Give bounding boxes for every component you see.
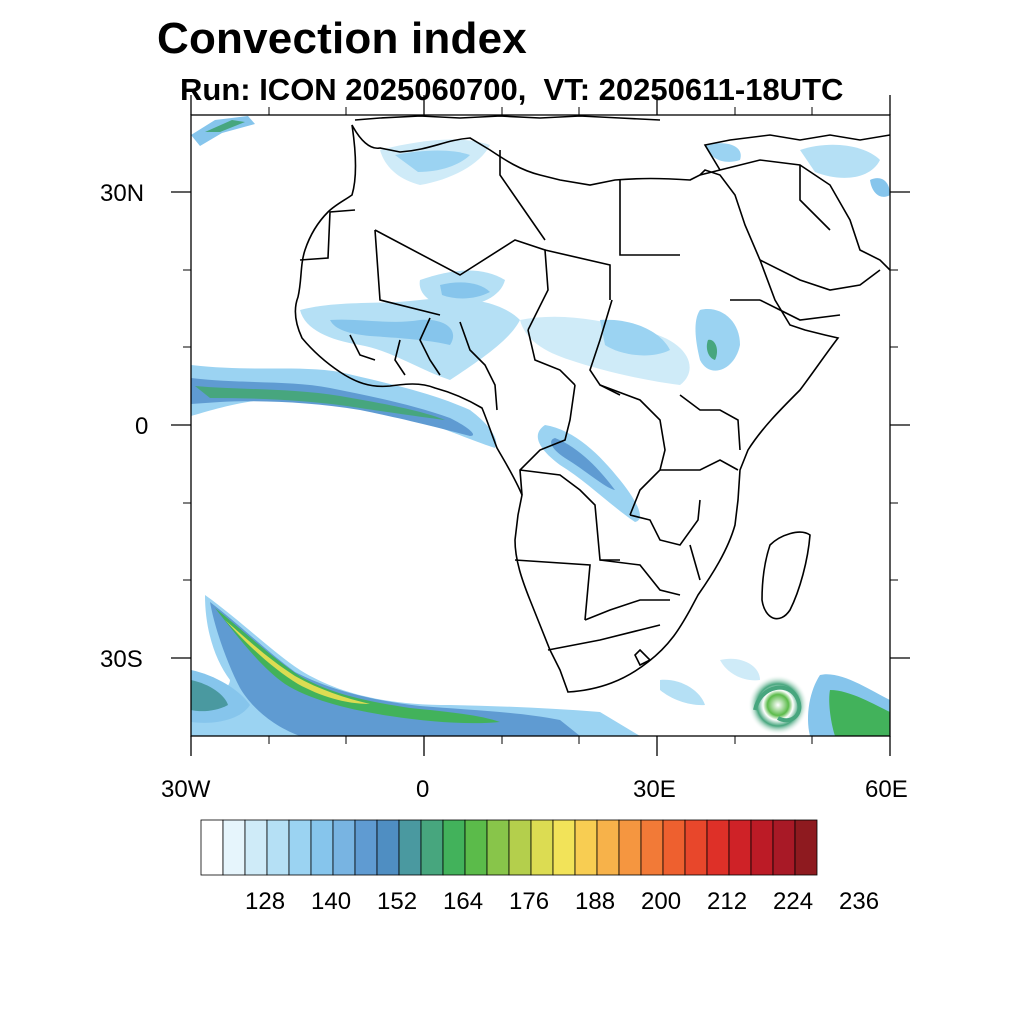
- colorbar-swatch: [376, 819, 400, 876]
- colorbar-swatch: [728, 819, 752, 876]
- colorbar-swatch: [222, 819, 246, 876]
- colorbar-swatch: [794, 819, 818, 876]
- colorbar-swatch: [662, 819, 686, 876]
- colorbar-swatch: [596, 819, 620, 876]
- colorbar-swatch: [464, 819, 488, 876]
- colorbar-swatch: [706, 819, 730, 876]
- colorbar: [200, 819, 818, 876]
- colorbar-tick-label: 140: [311, 888, 352, 915]
- colorbar-swatch: [420, 819, 444, 876]
- colorbar-tick-label: 200: [641, 888, 682, 915]
- axis-ticks: [171, 95, 910, 756]
- x-tick-label: 0: [416, 776, 430, 803]
- colorbar-swatch: [398, 819, 422, 876]
- y-tick-label: 0: [135, 413, 149, 440]
- colorbar-tick-label: 188: [575, 888, 616, 915]
- colorbar-tick-label: 224: [773, 888, 814, 915]
- map-title: Convection index: [157, 14, 527, 63]
- colorbar-swatch: [508, 819, 532, 876]
- colorbar-swatch: [684, 819, 708, 876]
- colorbar-swatch: [552, 819, 576, 876]
- x-tick-label: 60E: [865, 776, 908, 803]
- colorbar-tick-label: 164: [443, 888, 484, 915]
- plot-frame: [190, 114, 891, 737]
- colorbar-swatch: [310, 819, 334, 876]
- x-tick-label: 30W: [161, 776, 211, 803]
- map-subtitle: Run: ICON 2025060700, VT: 20250611-18UTC: [180, 72, 844, 107]
- colorbar-swatch: [442, 819, 466, 876]
- convection-field: [191, 116, 890, 736]
- y-tick-label: 30S: [100, 646, 143, 673]
- y-tick-label: 30N: [100, 180, 145, 207]
- colorbar-tick-label: 152: [377, 888, 418, 915]
- x-tick-label: 30E: [633, 776, 676, 803]
- colorbar-swatch: [266, 819, 290, 876]
- coastline-and-borders: [294, 115, 890, 693]
- colorbar-swatch: [332, 819, 356, 876]
- axis-minor-ticks: [183, 107, 898, 744]
- colorbar-swatch: [530, 819, 554, 876]
- colorbar-tick-label: 128: [245, 888, 286, 915]
- colorbar-tick-label: 236: [839, 888, 880, 915]
- colorbar-swatch: [750, 819, 774, 876]
- colorbar-tick-label: 176: [509, 888, 550, 915]
- colorbar-swatch: [288, 819, 312, 876]
- colorbar-swatch: [486, 819, 510, 876]
- colorbar-swatch: [640, 819, 664, 876]
- colorbar-swatch: [354, 819, 378, 876]
- colorbar-tick-label: 212: [707, 888, 748, 915]
- colorbar-swatch: [244, 819, 268, 876]
- colorbar-swatch: [200, 819, 224, 876]
- colorbar-swatch: [772, 819, 796, 876]
- colorbar-swatch: [574, 819, 598, 876]
- colorbar-swatch: [618, 819, 642, 876]
